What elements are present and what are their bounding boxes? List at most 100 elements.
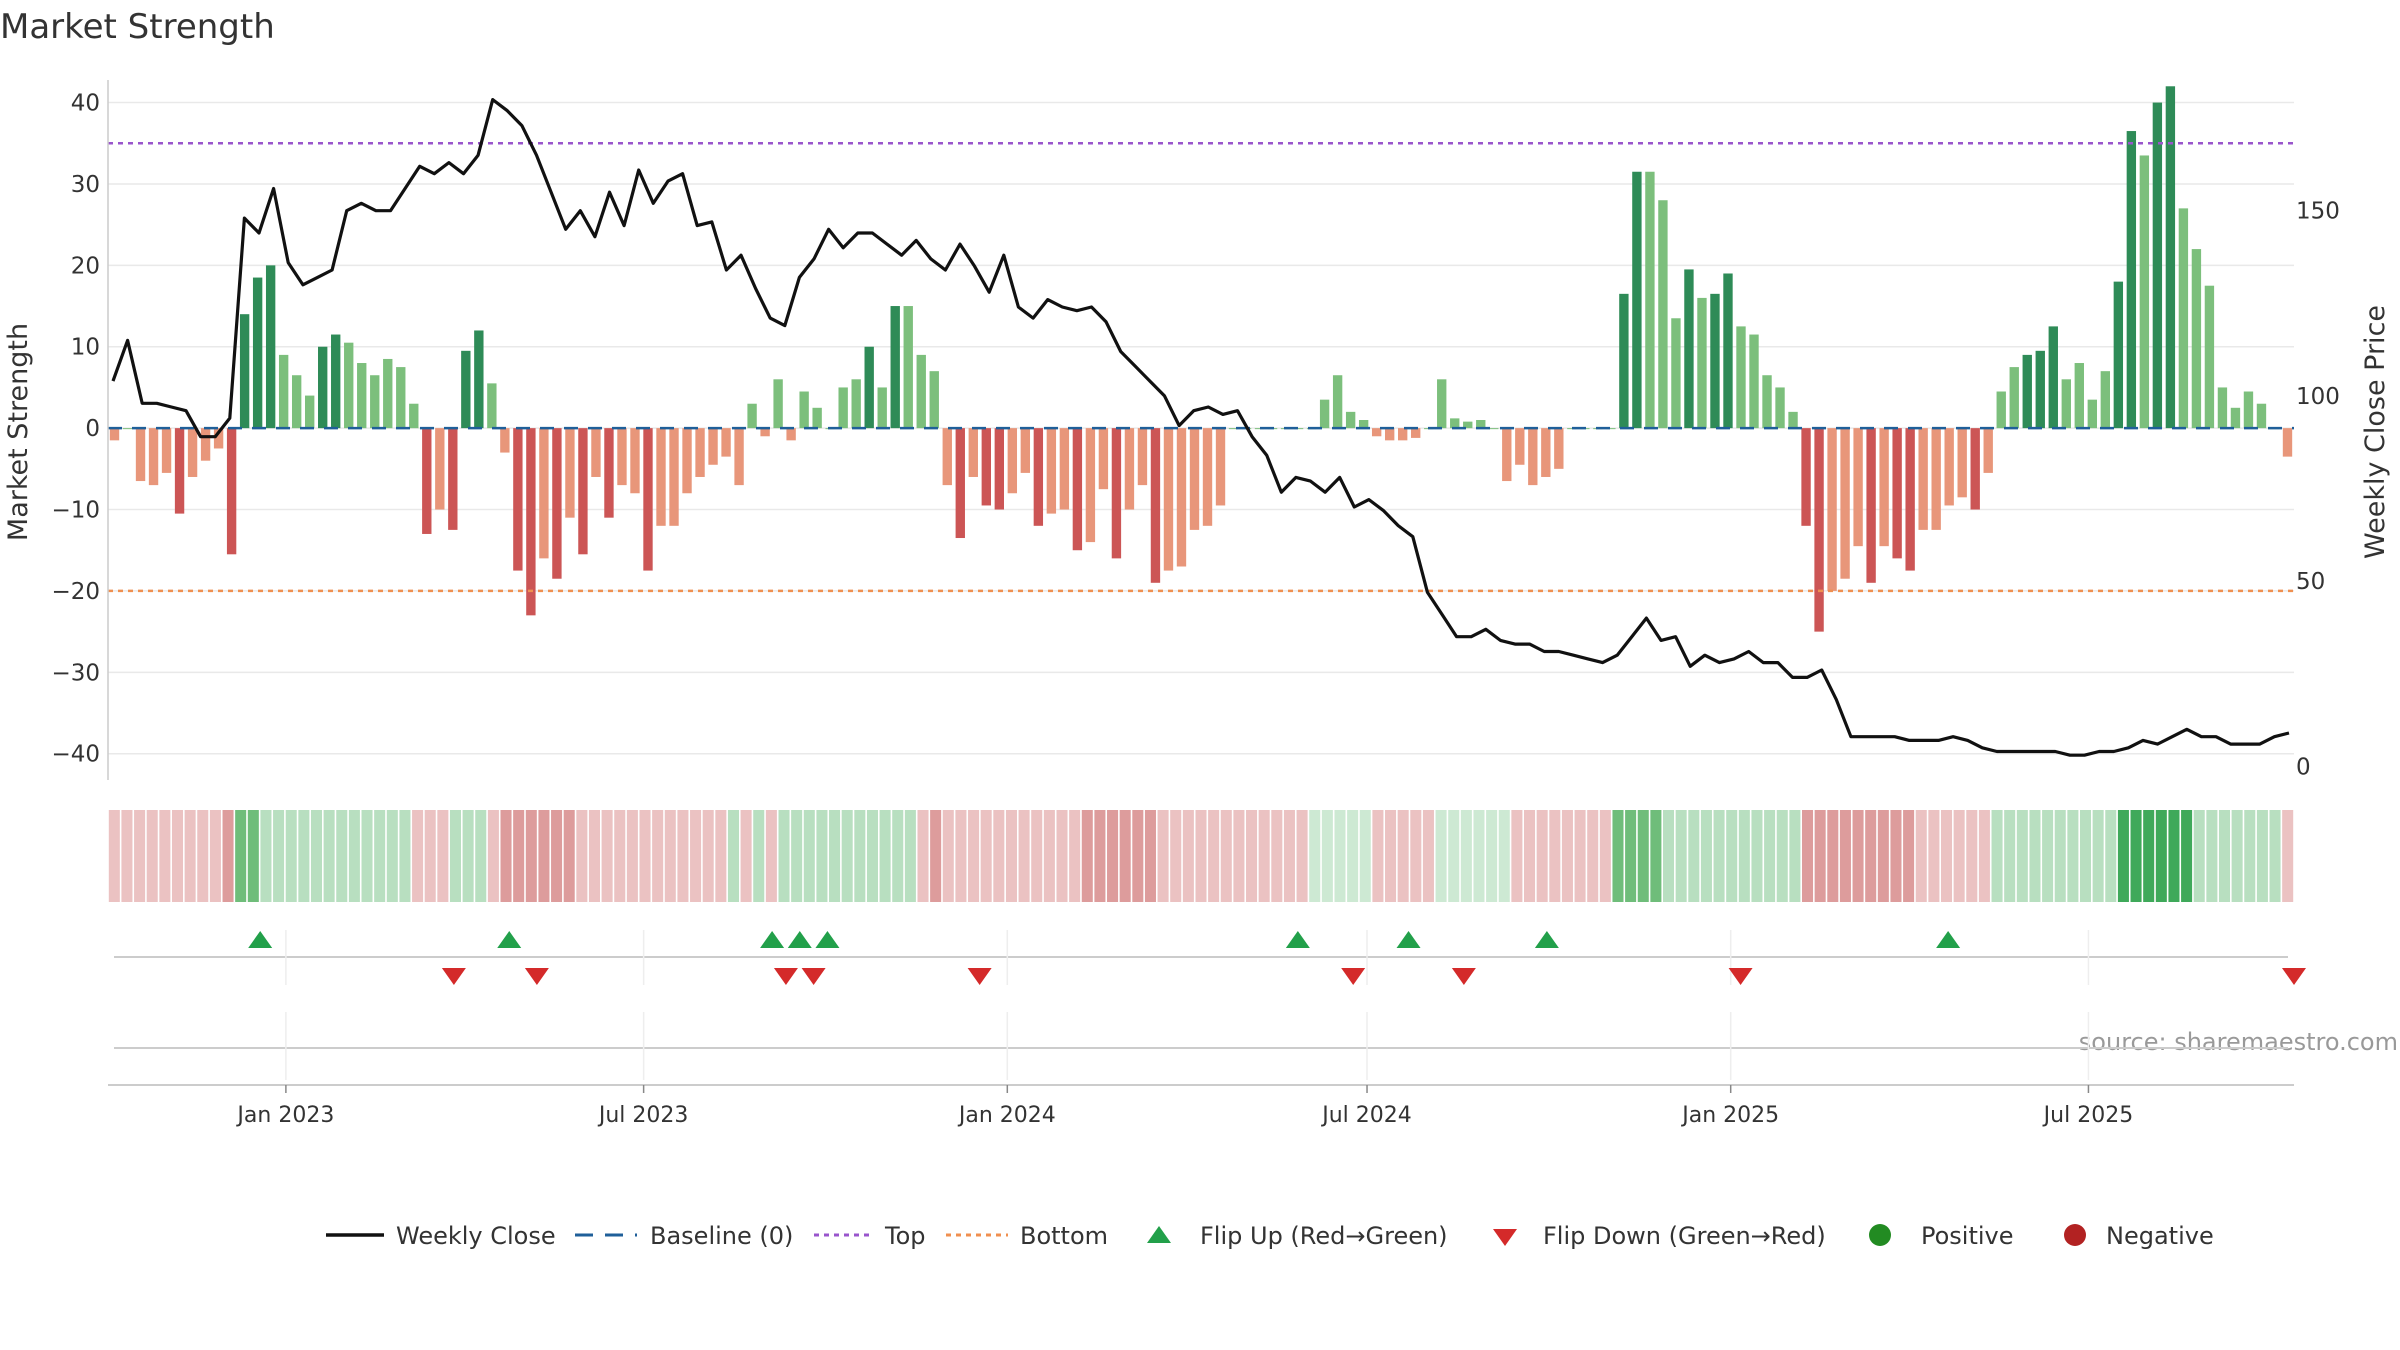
regime-cell (1397, 810, 1409, 902)
strength-bar (942, 428, 952, 486)
strength-bar (890, 306, 900, 429)
strength-bar (2204, 285, 2215, 429)
regime-cell (791, 810, 803, 902)
regime-cell (879, 810, 891, 902)
strength-bar (1749, 334, 1759, 429)
regime-cell (1107, 810, 1119, 902)
flip-down-marker (801, 968, 826, 985)
regime-cell (1915, 810, 1927, 902)
strength-bar (1762, 375, 1772, 429)
regime-cell (1018, 810, 1030, 902)
regime-cell (159, 810, 171, 902)
legend: Weekly Close Baseline (0) Top Bottom Flip Up… (326, 1222, 2214, 1250)
strength-bar (435, 428, 445, 510)
flip-up-marker (1534, 931, 1559, 948)
regime-cell (525, 810, 537, 902)
strength-bar (1202, 428, 1213, 526)
regime-cell (1599, 810, 1611, 902)
regime-cell (1903, 810, 1915, 902)
strength-bar (1319, 399, 1330, 429)
regime-cell (1877, 810, 1889, 902)
regime-cell (841, 810, 853, 902)
strength-bar (2113, 281, 2124, 429)
y-left-tick-label: −40 (51, 742, 100, 768)
x-tick-label: Jul 2023 (597, 1103, 689, 1128)
flip-up-marker (497, 931, 522, 948)
strength-bar (1567, 428, 1577, 430)
strength-bar (331, 334, 341, 429)
regime-cell (1069, 810, 1081, 902)
x-tick-label: Jan 2023 (235, 1103, 334, 1128)
strength-bar (1111, 428, 1122, 559)
strength-bar (851, 379, 861, 429)
strength-bar (122, 428, 133, 430)
regime-cell (1144, 810, 1156, 902)
strength-bar (1606, 428, 1616, 430)
strength-bar (1996, 391, 2006, 429)
strength-bar (1710, 293, 1720, 429)
regime-cell (285, 810, 297, 902)
strength-bar (161, 428, 172, 473)
regime-cell (1410, 810, 1422, 902)
strength-bar (2139, 155, 2150, 429)
strength-bar (916, 354, 926, 429)
strength-bar (591, 428, 601, 477)
regime-cell (1814, 810, 1826, 902)
regime-cell (2067, 810, 2079, 902)
y-left-tick-label: 40 (71, 91, 100, 117)
strength-bar (2282, 428, 2293, 457)
regime-cell (1827, 810, 1839, 902)
strength-bar (1554, 428, 1564, 469)
y-left-tick-label: 30 (71, 172, 100, 198)
strength-bar (2217, 387, 2228, 429)
strength-bar (513, 428, 523, 571)
strength-bar (1645, 171, 1655, 429)
x-tick-label: Jan 2024 (957, 1103, 1056, 1128)
strength-bar (1853, 428, 1863, 547)
regime-cell (1296, 810, 1308, 902)
regime-cell (1233, 810, 1245, 902)
strength-bar (1671, 318, 1681, 429)
strength-bar (695, 428, 705, 477)
strength-bar (135, 428, 146, 482)
strength-bar (1684, 269, 1694, 429)
strength-bar (1918, 428, 1928, 530)
strength-bar (968, 428, 978, 477)
strength-bar (1658, 200, 1668, 429)
regime-cell (1852, 810, 1864, 902)
regime-cell (2155, 810, 2167, 902)
strength-bar (578, 428, 588, 555)
strength-bar (109, 428, 120, 441)
regime-cell (1056, 810, 1068, 902)
regime-cell (930, 810, 942, 902)
regime-cell (702, 810, 714, 902)
strength-bar (2061, 379, 2071, 429)
strength-bar (422, 428, 432, 534)
strength-bar (786, 428, 796, 441)
strength-bar (682, 428, 692, 494)
strength-bar (226, 428, 237, 555)
regime-cell (1258, 810, 1270, 902)
strength-bar (1398, 428, 1408, 441)
strength-bar (239, 314, 250, 429)
regime-cell (904, 810, 916, 902)
flip-up-marker (1936, 931, 1961, 948)
regime-cell (576, 810, 588, 902)
legend-flip-down-icon (1493, 1229, 1517, 1246)
strength-bar (1228, 428, 1239, 430)
weekly-close-line (111, 98, 2290, 757)
regime-cell (2016, 810, 2028, 902)
regime-cell (715, 810, 727, 902)
strength-bar (1450, 418, 1460, 429)
regime-cell (2181, 810, 2193, 902)
strength-bar (1827, 428, 1837, 591)
strength-bar (213, 428, 224, 449)
regime-cell (1991, 810, 2003, 902)
y-axis-left-label: Market Strength (3, 323, 34, 541)
y-right-tick-label: 50 (2296, 569, 2325, 595)
y-axis-right-label: Weekly Close Price (2360, 305, 2391, 559)
strength-bar (799, 391, 809, 429)
strength-bar (265, 265, 276, 429)
regime-cell (1005, 810, 1017, 902)
